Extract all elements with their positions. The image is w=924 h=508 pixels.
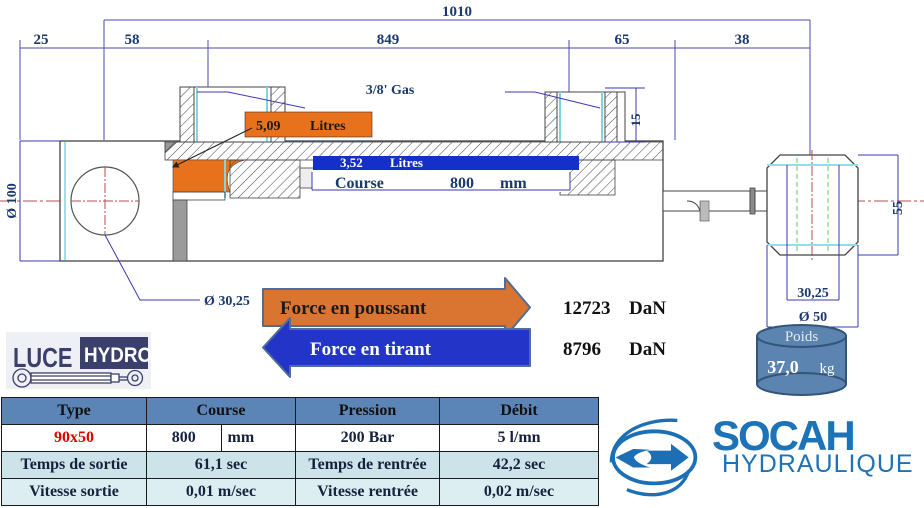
svg-text:HYDRAULIQUE: HYDRAULIQUE — [722, 450, 914, 478]
